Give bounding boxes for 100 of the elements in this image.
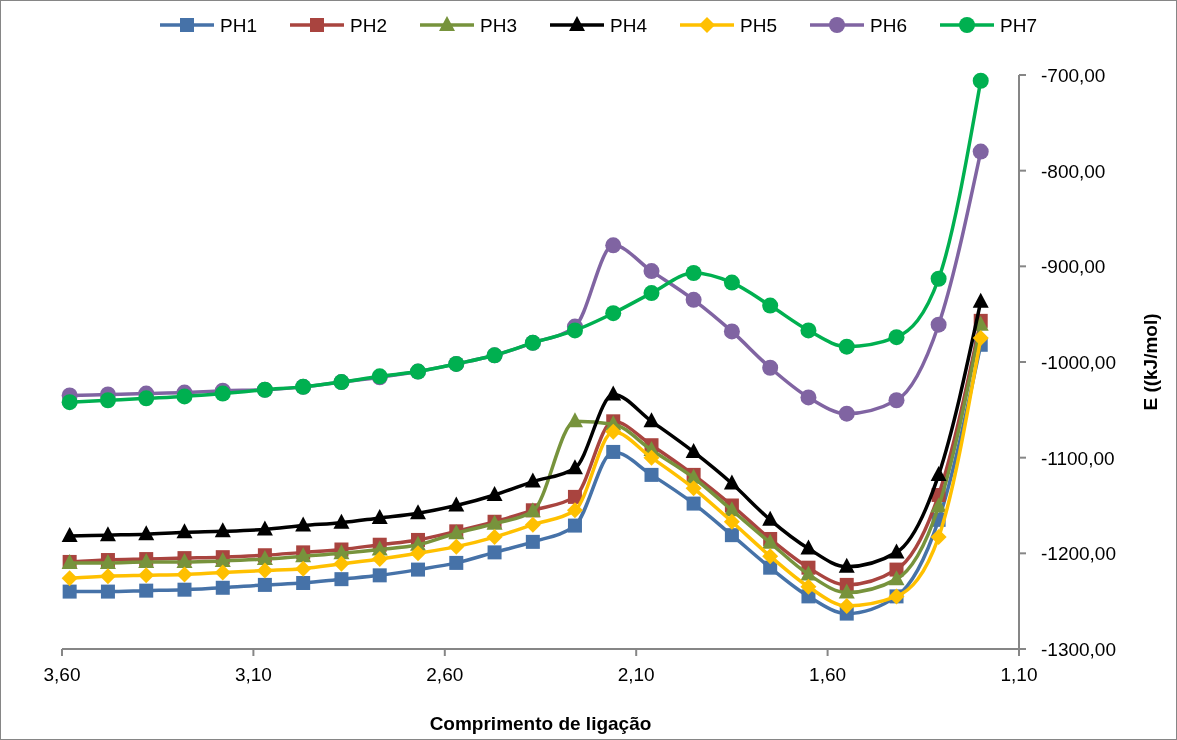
y-tick-label: -800,00 xyxy=(1041,160,1106,182)
point xyxy=(723,323,740,340)
point xyxy=(99,526,116,542)
point xyxy=(930,465,947,481)
x-tick-label: 2,10 xyxy=(617,664,655,685)
point xyxy=(61,527,78,543)
point xyxy=(177,582,192,597)
y-tick-label: -1000,00 xyxy=(1041,352,1117,373)
point xyxy=(448,538,465,555)
point xyxy=(567,518,582,533)
point xyxy=(685,442,702,458)
point xyxy=(762,510,779,526)
point xyxy=(176,388,193,405)
point xyxy=(139,583,154,598)
point xyxy=(61,394,78,411)
point xyxy=(723,274,740,291)
point xyxy=(838,405,855,422)
point xyxy=(486,485,503,501)
point xyxy=(972,143,989,160)
point xyxy=(215,580,230,595)
point xyxy=(643,263,660,280)
y-tick-label: -1200,00 xyxy=(1041,543,1117,565)
point xyxy=(685,265,702,282)
point xyxy=(800,389,817,406)
point xyxy=(930,270,947,287)
point xyxy=(372,568,387,583)
point xyxy=(296,575,311,590)
point xyxy=(448,496,465,512)
legend-label: PH1 xyxy=(220,15,257,36)
point xyxy=(972,72,989,89)
point xyxy=(295,516,312,532)
x-tick-label: 3,10 xyxy=(234,664,272,685)
point xyxy=(606,444,621,459)
point xyxy=(257,577,272,592)
point xyxy=(214,564,231,581)
point xyxy=(256,520,273,536)
point xyxy=(100,584,115,599)
legend-label: PH5 xyxy=(740,15,777,36)
point xyxy=(486,529,503,546)
point xyxy=(524,516,541,533)
point xyxy=(605,423,622,440)
x-tick-label: 2,60 xyxy=(426,664,464,685)
point xyxy=(888,543,905,559)
y-axis-title: E ((kJ/mol) xyxy=(1140,313,1161,411)
point xyxy=(685,480,702,497)
point xyxy=(566,459,583,475)
point xyxy=(605,237,622,254)
point xyxy=(371,508,388,524)
point xyxy=(256,562,273,579)
point xyxy=(644,467,659,482)
point xyxy=(138,390,155,407)
point xyxy=(295,560,312,577)
point xyxy=(800,565,817,581)
point xyxy=(525,534,540,549)
point xyxy=(838,338,855,355)
point xyxy=(334,572,349,587)
point xyxy=(449,555,464,570)
y-tick-label: -900,00 xyxy=(1041,256,1106,278)
point xyxy=(838,557,855,573)
point xyxy=(888,392,905,409)
x-axis-title: Comprimento de ligação xyxy=(429,713,652,734)
point xyxy=(723,474,740,490)
point xyxy=(643,285,660,302)
point xyxy=(838,583,855,599)
point xyxy=(176,523,193,539)
point xyxy=(838,597,855,614)
point xyxy=(685,291,702,308)
x-tick-label: 1,60 xyxy=(809,664,847,685)
point xyxy=(686,496,701,511)
point xyxy=(524,472,541,488)
legend-label: PH3 xyxy=(480,15,517,36)
point xyxy=(605,305,622,322)
point xyxy=(888,570,905,586)
point xyxy=(762,359,779,376)
y-tick-label: -700,00 xyxy=(1041,65,1106,86)
point xyxy=(800,322,817,339)
point xyxy=(333,513,350,529)
point xyxy=(800,539,817,555)
x-tick-label: 3,60 xyxy=(43,664,81,685)
legend-label: PH7 xyxy=(1000,15,1037,36)
point xyxy=(410,545,426,562)
point xyxy=(99,392,116,409)
legend-label: PH4 xyxy=(610,15,648,36)
point xyxy=(487,545,502,560)
point xyxy=(410,504,426,520)
point xyxy=(762,297,779,314)
point xyxy=(605,385,622,401)
point xyxy=(930,497,947,513)
point xyxy=(566,322,583,339)
point xyxy=(176,566,193,583)
legend-label: PH6 xyxy=(870,15,907,36)
point xyxy=(62,584,77,599)
point xyxy=(138,567,155,584)
point xyxy=(888,329,905,346)
point xyxy=(138,525,155,541)
point xyxy=(643,412,660,428)
point xyxy=(763,560,778,575)
point xyxy=(214,522,231,538)
point xyxy=(61,570,78,587)
point xyxy=(930,316,947,333)
